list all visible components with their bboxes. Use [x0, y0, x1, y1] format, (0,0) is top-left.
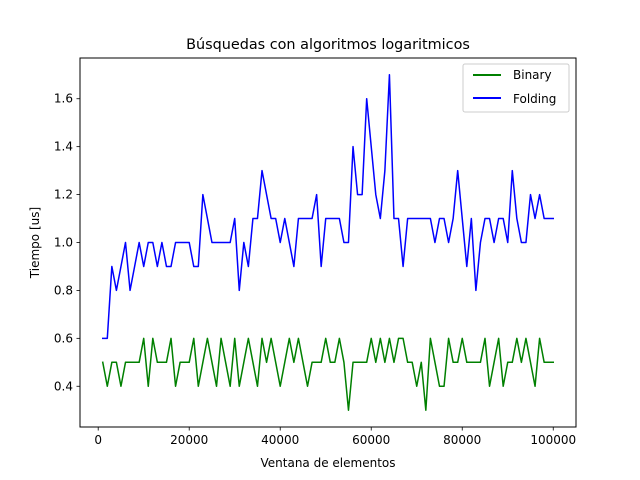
series-line-folding [102, 74, 554, 340]
chart-title: Búsquedas con algoritmos logaritmicos [186, 37, 470, 53]
x-tick-label: 0 [94, 433, 102, 447]
legend-label-binary: Binary [513, 68, 552, 82]
legend-label-folding: Folding [513, 92, 556, 106]
y-tick-label: 0.4 [54, 379, 73, 393]
y-tick-label: 1.4 [54, 140, 73, 154]
y-tick-label: 1.0 [54, 236, 73, 250]
x-tick-label: 20000 [170, 433, 208, 447]
y-tick-label: 0.6 [54, 331, 73, 345]
x-tick-label: 40000 [261, 433, 299, 447]
series-line-binary [101, 337, 554, 411]
y-tick-label: 1.6 [54, 92, 73, 106]
y-tick-label: 1.2 [54, 188, 73, 202]
legend: Binary Folding [462, 63, 570, 113]
x-tick-label: 80000 [443, 433, 481, 447]
y-tick-label: 0.8 [54, 283, 73, 297]
y-axis-title: Tiempo [us] [28, 207, 42, 279]
y-axis-ticks: 0.4 0.6 0.8 1.0 1.2 1.4 1.6 [54, 92, 80, 393]
x-tick-label: 100000 [530, 433, 576, 447]
x-axis-title: Ventana de elementos [261, 456, 396, 470]
x-axis-ticks: 0 20000 40000 60000 80000 100000 [94, 427, 576, 447]
plot-lines [101, 74, 554, 411]
x-tick-label: 60000 [352, 433, 390, 447]
